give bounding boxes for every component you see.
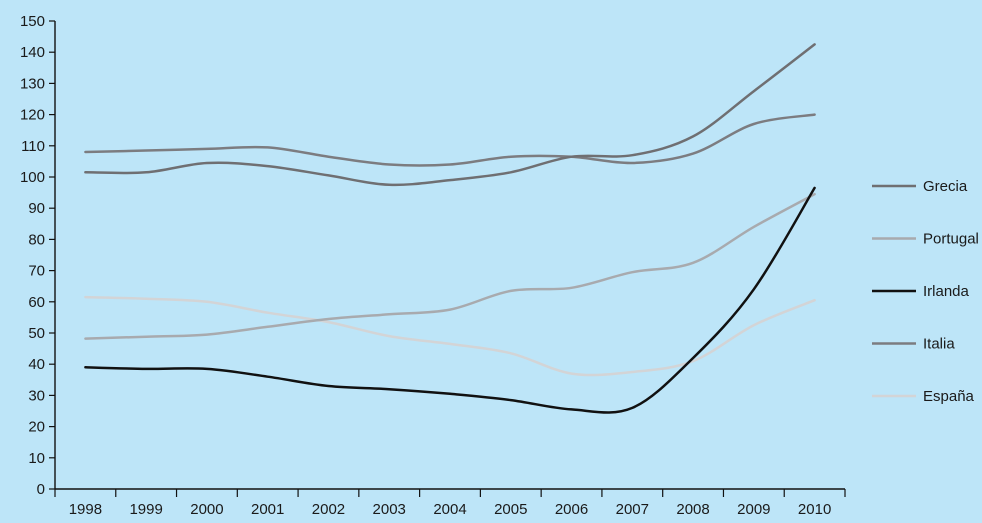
y-tick-label: 110 <box>21 138 45 155</box>
y-tick-label: 140 <box>20 44 45 61</box>
y-tick-label: 50 <box>28 325 45 342</box>
x-tick-label: 2010 <box>798 501 831 518</box>
series-line-portugal <box>84 192 816 340</box>
legend: Grecia Portugal Irlanda Italia España <box>872 178 979 405</box>
y-tick-label: 20 <box>28 419 45 436</box>
y-tick-label: 10 <box>28 450 45 467</box>
x-tick-label: 2008 <box>676 501 709 518</box>
legend-label: España <box>923 388 975 405</box>
x-tick-label: 2002 <box>312 501 345 518</box>
y-tick-label: 100 <box>20 169 45 186</box>
x-tick-label: 2005 <box>494 501 527 518</box>
y-tick-label: 90 <box>28 200 45 217</box>
legend-label: Italia <box>923 336 955 353</box>
x-tick-label: 2006 <box>555 501 588 518</box>
series-line-italia <box>84 113 816 167</box>
x-tick-label: 1998 <box>69 501 102 518</box>
legend-label: Irlanda <box>923 283 970 300</box>
x-tick-label: 2004 <box>433 501 466 518</box>
x-tick-label: 2000 <box>190 501 223 518</box>
series-line-españa <box>84 295 816 377</box>
y-tick-label: 130 <box>20 75 45 92</box>
y-tick-label: 60 <box>28 294 45 311</box>
series-line-irlanda <box>84 186 816 414</box>
x-tick-label: 2007 <box>616 501 649 518</box>
y-tick-label: 120 <box>20 107 45 124</box>
y-tick-label: 30 <box>28 387 45 404</box>
x-tick-label: 1999 <box>129 501 162 518</box>
y-tick-label: 70 <box>28 263 45 280</box>
x-tick-label: 2001 <box>251 501 284 518</box>
x-tick-label: 2003 <box>373 501 406 518</box>
legend-label: Grecia <box>923 178 968 195</box>
y-axis: 0 10 20 30 40 50 60 70 80 90 100 110 120 130 140 150 <box>20 13 56 498</box>
legend-label: Portugal <box>923 231 979 248</box>
x-tick-label: 2009 <box>737 501 770 518</box>
y-tick-label: 0 <box>37 481 45 498</box>
y-tick-label: 80 <box>28 231 45 248</box>
x-axis: 1998 1999 2000 2001 2002 2003 2004 2005 2006 2007… <box>54 488 846 518</box>
series-lines <box>84 43 816 414</box>
y-tick-label: 40 <box>28 356 45 373</box>
series-line-grecia <box>84 43 816 187</box>
y-tick-label: 150 <box>20 13 45 30</box>
